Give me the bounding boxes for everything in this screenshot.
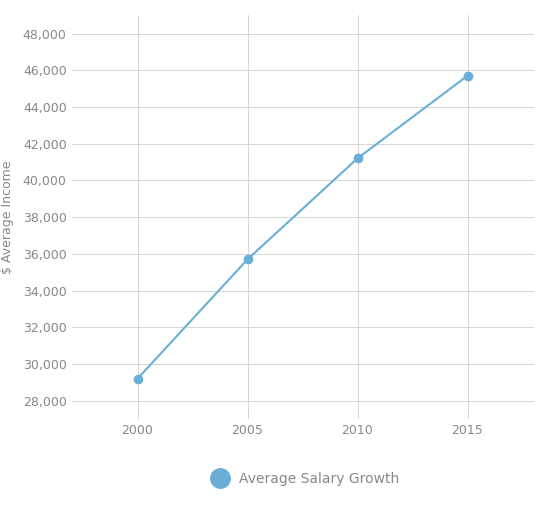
Y-axis label: $ Average Income: $ Average Income bbox=[2, 161, 14, 274]
Legend: Average Salary Growth: Average Salary Growth bbox=[200, 467, 405, 491]
